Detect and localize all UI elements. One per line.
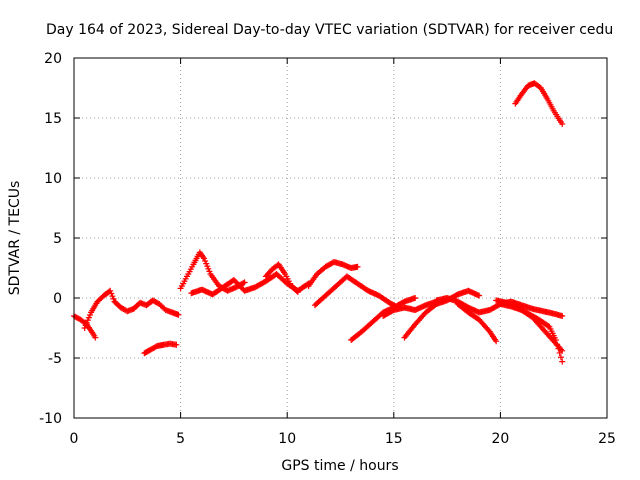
x-tick-label: 15 xyxy=(385,431,403,447)
data-point xyxy=(354,263,361,270)
data-point xyxy=(294,289,301,295)
data-point xyxy=(109,293,116,300)
y-tick-label: 15 xyxy=(44,111,62,127)
x-tick-label: 10 xyxy=(278,431,296,447)
data-point xyxy=(240,280,247,287)
series-arc-g xyxy=(262,261,301,295)
data-point xyxy=(92,334,99,341)
x-tick-label: 20 xyxy=(491,431,509,447)
series-arc-d xyxy=(141,340,180,357)
series-arc-n xyxy=(454,301,500,345)
data-point xyxy=(173,341,180,348)
x-tick-label: 25 xyxy=(598,431,616,447)
y-tick-labels: -10 -5 0 5 10 15 20 xyxy=(39,51,62,427)
data-point xyxy=(175,311,182,318)
data-point xyxy=(557,354,564,361)
data-point xyxy=(108,290,115,297)
series-arc-c xyxy=(130,297,182,318)
series-arc-a xyxy=(71,313,99,341)
data-point xyxy=(559,358,566,365)
data-point xyxy=(559,121,566,127)
y-tick-label: -5 xyxy=(48,351,62,367)
plot-frame xyxy=(73,57,608,419)
data-point xyxy=(107,287,114,294)
x-tick-label: 5 xyxy=(176,431,185,447)
data-point xyxy=(559,313,566,319)
series-arc-m xyxy=(433,295,566,319)
data-point xyxy=(241,279,248,286)
x-tick-labels: 0 5 10 15 20 25 xyxy=(70,431,616,447)
chart-title: Day 164 of 2023, Sidereal Day-to-day VTE… xyxy=(46,22,613,38)
data-point xyxy=(293,288,300,294)
grid-lines xyxy=(74,58,607,418)
data-point xyxy=(558,346,565,353)
series-arc-e xyxy=(177,249,248,294)
y-tick-label: 20 xyxy=(44,51,62,67)
x-tick-label: 0 xyxy=(70,431,79,447)
y-tick-label: 0 xyxy=(53,291,62,307)
y-axis-label: SDTVAR / TECUs xyxy=(7,181,23,296)
series-arc-h xyxy=(305,259,361,289)
data-point xyxy=(412,295,419,301)
axis-ticks xyxy=(73,57,608,419)
x-axis-label: GPS time / hours xyxy=(281,458,398,474)
y-tick-label: 10 xyxy=(44,171,62,187)
series-arc-b xyxy=(81,287,137,331)
y-tick-label: 5 xyxy=(53,231,62,247)
data-points xyxy=(71,80,566,365)
series-arc-i xyxy=(311,273,402,311)
series-arc-q xyxy=(512,80,566,127)
series-arc-p xyxy=(497,301,566,354)
y-tick-label: -10 xyxy=(39,411,62,427)
data-point xyxy=(559,347,566,354)
data-point xyxy=(476,292,483,299)
data-point xyxy=(110,295,117,302)
series-arc-l xyxy=(380,298,440,319)
data-point xyxy=(493,338,500,345)
